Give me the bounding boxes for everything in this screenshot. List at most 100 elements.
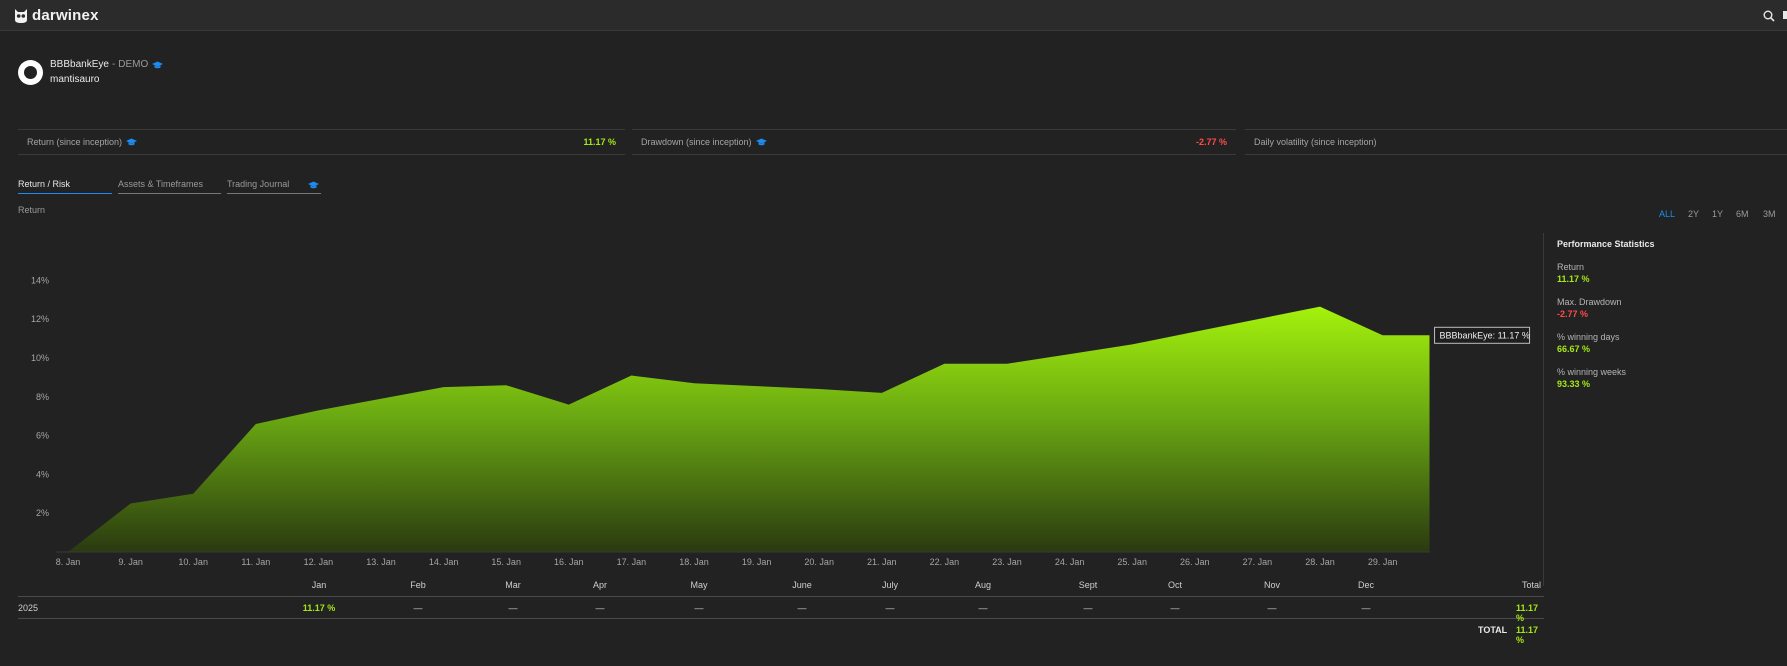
top-bar: darwinex — [0, 0, 1787, 31]
stat-max-drawdown: Max. Drawdown -2.77 % — [1557, 297, 1787, 319]
table-cell-mar: — — [508, 603, 518, 613]
table-header-total: Total — [1522, 580, 1542, 590]
table-header: Jan Feb Mar Apr May June July Aug Sept Oct Nov Dec T… — [18, 577, 1544, 597]
brand-name: darwinex — [32, 7, 99, 24]
series-area-BBBbankEye[interactable] — [68, 306, 1430, 552]
range-1y-button[interactable]: 1Y — [1712, 209, 1724, 219]
x-tick-label: 11. Jan — [241, 557, 270, 567]
stat-winning-weeks-label: % winning weeks — [1557, 367, 1627, 377]
metric-drawdown: Drawdown (since inception) -2.77 % — [632, 129, 1236, 155]
table-total-row: TOTAL 11.17 % — [18, 619, 1544, 645]
stat-winning-weeks: % winning weeks 93.33 % — [1557, 367, 1787, 389]
table-header-sept: Sept — [1078, 580, 1098, 590]
return-chart: 2% 4% 6% 8% 10% 12% 14% 8. Jan 9. Jan 10. Jan 11.… — [31, 275, 1531, 567]
tab-assets-timeframes[interactable]: Assets & Timeframes — [118, 179, 221, 194]
graduation-cap-icon[interactable] — [755, 138, 767, 146]
table-cell-june: — — [797, 603, 807, 613]
stat-winning-weeks-value: 93.33 % — [1557, 379, 1591, 389]
stat-max-drawdown-label: Max. Drawdown — [1557, 297, 1622, 307]
table-row-year: 2025 — [18, 603, 39, 613]
monthly-returns-table: Jan Feb Mar Apr May June July Aug Sept Oct Nov Dec T… — [18, 577, 1544, 645]
table-cell-apr: — — [595, 603, 605, 613]
x-tick-label: 21. Jan — [867, 557, 897, 567]
user-name[interactable]: mantisauro — [50, 74, 100, 85]
x-tick-label: 23. Jan — [992, 557, 1022, 567]
range-6m-button[interactable]: 6M — [1736, 209, 1749, 219]
y-tick-label: 2% — [36, 508, 49, 518]
x-tick-label: 27. Jan — [1243, 557, 1273, 567]
tab-return-risk[interactable]: Return / Risk — [18, 179, 112, 194]
chart-tooltip: BBBbankEye: 11.17 % — [1434, 326, 1531, 344]
x-tick-label: 19. Jan — [742, 557, 772, 567]
metric-return: Return (since inception) 11.17 % — [18, 129, 625, 155]
total-label: TOTAL — [1478, 625, 1508, 635]
tab-trading-journal[interactable]: Trading Journal — [227, 179, 321, 194]
metric-return-value: 11.17 % — [583, 137, 616, 147]
x-tick-label: 16. Jan — [554, 557, 584, 567]
stat-max-drawdown-value: -2.77 % — [1557, 309, 1589, 319]
table-cell-july: — — [885, 603, 895, 613]
stat-winning-days-value: 66.67 % — [1557, 344, 1591, 354]
avatar[interactable] — [18, 59, 43, 85]
stat-return: Return 11.17 % — [1557, 262, 1787, 284]
x-tick-label: 10. Jan — [178, 557, 208, 567]
stat-winning-days: % winning days 66.67 % — [1557, 332, 1787, 354]
x-tick-label: 29. Jan — [1368, 557, 1398, 567]
y-tick-label: 8% — [36, 392, 49, 402]
table-header-mar: Mar — [505, 580, 521, 590]
x-tick-label: 14. Jan — [429, 557, 459, 567]
table-header-apr: Apr — [592, 580, 608, 590]
range-2y-button[interactable]: 2Y — [1688, 209, 1700, 219]
owl-logo-icon — [15, 8, 27, 23]
section-label-return: Return — [18, 205, 46, 215]
x-tick-label: 12. Jan — [304, 557, 334, 567]
table-cell-feb: — — [413, 603, 423, 613]
x-tick-label: 18. Jan — [679, 557, 709, 567]
x-tick-label: 17. Jan — [617, 557, 647, 567]
x-tick-label: 13. Jan — [366, 557, 396, 567]
search-icon[interactable] — [1763, 10, 1775, 22]
table-cell-nov: — — [1267, 603, 1277, 613]
graduation-cap-icon[interactable] — [152, 61, 164, 69]
performance-title: Performance Statistics — [1557, 239, 1655, 249]
range-all-button[interactable]: ALL — [1659, 209, 1676, 219]
darwin-header: BBBbankEye - DEMO mantisauro — [18, 59, 164, 85]
y-tick-label: 14% — [31, 275, 49, 285]
menu-icon[interactable] — [1783, 11, 1787, 19]
table-header-jan: Jan — [311, 580, 327, 590]
stat-winning-days-label: % winning days — [1557, 332, 1620, 342]
table-header-june: June — [792, 580, 812, 590]
darwin-title: BBBbankEye - DEMO — [50, 59, 164, 70]
total-value: 11.17 % — [1516, 625, 1539, 645]
metric-return-label: Return (since inception) — [27, 137, 123, 147]
tab-trading-journal-label: Trading Journal — [227, 179, 290, 189]
metric-volatility: Daily volatility (since inception) — [1245, 129, 1787, 155]
x-tick-label: 28. Jan — [1305, 557, 1335, 567]
x-tick-label: 25. Jan — [1117, 557, 1147, 567]
table-header-feb: Feb — [410, 580, 426, 590]
x-tick-label: 20. Jan — [804, 557, 834, 567]
table-header-july: July — [881, 580, 899, 590]
table-cell-sept: — — [1083, 603, 1093, 613]
stat-return-value: 11.17 % — [1557, 274, 1590, 284]
x-tick-label: 15. Jan — [491, 557, 521, 567]
stat-return-label: Return — [1557, 262, 1585, 272]
table-cell-total: 11.17 % — [1516, 603, 1539, 623]
graduation-cap-icon[interactable] — [126, 138, 138, 146]
tooltip-text: BBBbankEye: 11.17 % — [1440, 330, 1530, 340]
table-cell-oct: — — [1170, 603, 1180, 613]
x-tick-label: 8. Jan — [56, 557, 81, 567]
table-row: 2025 11.17 % — — — — — — — — — — — 11.17 % — [18, 597, 1544, 623]
y-tick-label: 12% — [31, 314, 49, 324]
demo-tag: DEMO — [118, 59, 149, 70]
table-header-may: May — [690, 580, 708, 590]
darwin-name: BBBbankEye — [50, 59, 109, 70]
metric-drawdown-value: -2.77 % — [1195, 137, 1227, 147]
range-3m-button[interactable]: 3M — [1763, 209, 1776, 219]
table-cell-aug: — — [978, 603, 988, 613]
logo[interactable]: darwinex — [14, 7, 99, 24]
graduation-cap-icon[interactable] — [308, 181, 319, 189]
table-header-oct: Oct — [1167, 580, 1183, 590]
table-header-dec: Dec — [1357, 580, 1375, 590]
y-tick-label: 6% — [36, 431, 49, 441]
